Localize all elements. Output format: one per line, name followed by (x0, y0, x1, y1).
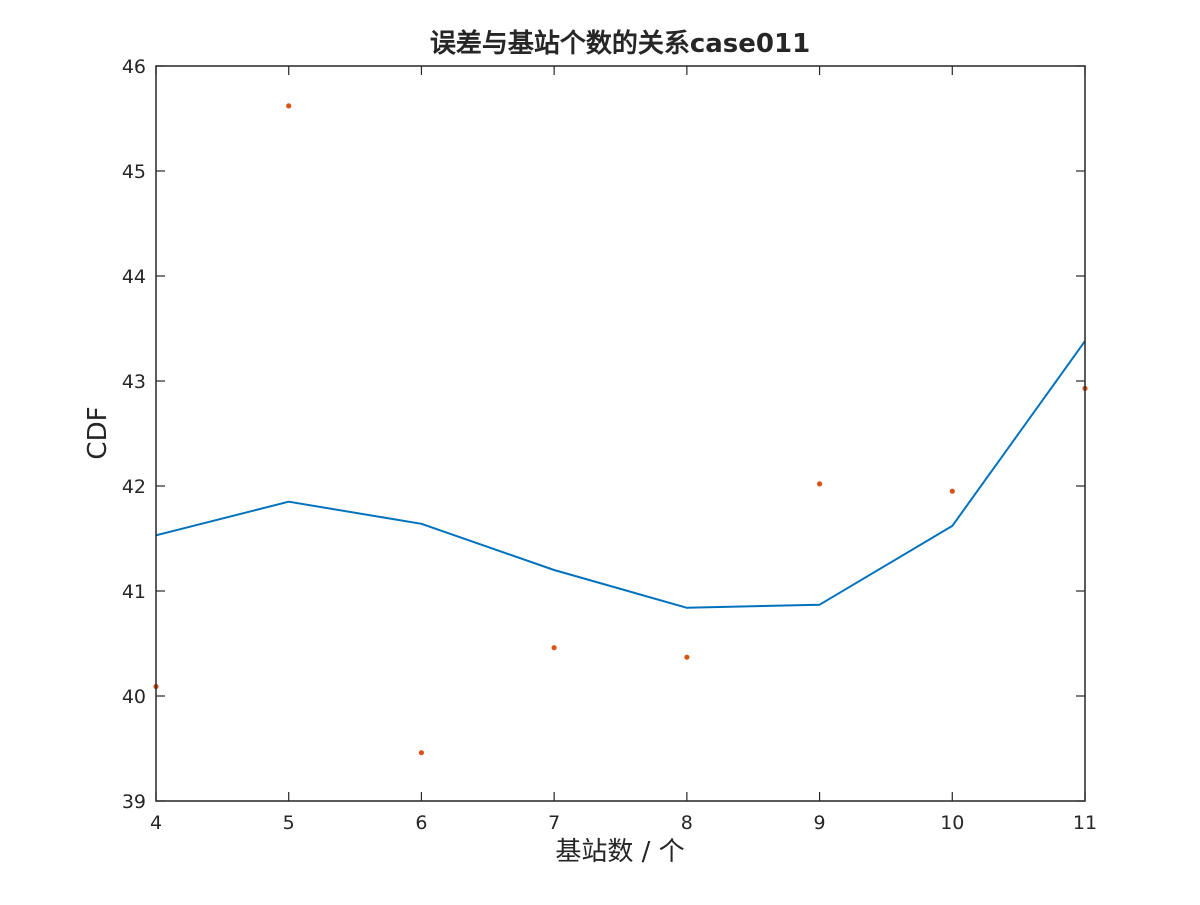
scatter-point (551, 645, 557, 651)
x-tick-label: 6 (415, 812, 427, 834)
x-tick-label: 5 (283, 812, 295, 834)
y-tick-label: 44 (122, 266, 146, 288)
x-axis-label: 基站数 / 个 (555, 837, 684, 867)
series-layer (153, 103, 1088, 756)
chart-title: 误差与基站个数的关系case011 (430, 28, 810, 59)
y-tick-label: 42 (122, 476, 146, 498)
x-tick-label: 10 (940, 812, 964, 834)
scatter-point (418, 750, 424, 756)
scatter-point (286, 103, 292, 109)
x-tick-label: 11 (1073, 812, 1097, 834)
y-tick-label: 40 (122, 686, 146, 708)
y-tick-label: 45 (122, 161, 146, 183)
plot-frame (155, 65, 1086, 802)
x-tick-label: 8 (681, 812, 693, 834)
y-tick-label: 46 (122, 56, 146, 78)
scatter-point (817, 481, 823, 487)
x-tick-label: 9 (814, 812, 826, 834)
x-tick-label: 7 (548, 812, 560, 834)
y-axis-label: CDF (83, 406, 113, 459)
plot-area (156, 66, 1085, 801)
y-tick-label: 39 (122, 791, 146, 813)
x-tick-label: 4 (150, 812, 162, 834)
scatter-point (684, 654, 690, 660)
series-line (155, 340, 1086, 609)
scatter-point (949, 488, 955, 494)
y-tick-label: 43 (122, 371, 146, 393)
y-tick-label: 41 (122, 581, 146, 603)
